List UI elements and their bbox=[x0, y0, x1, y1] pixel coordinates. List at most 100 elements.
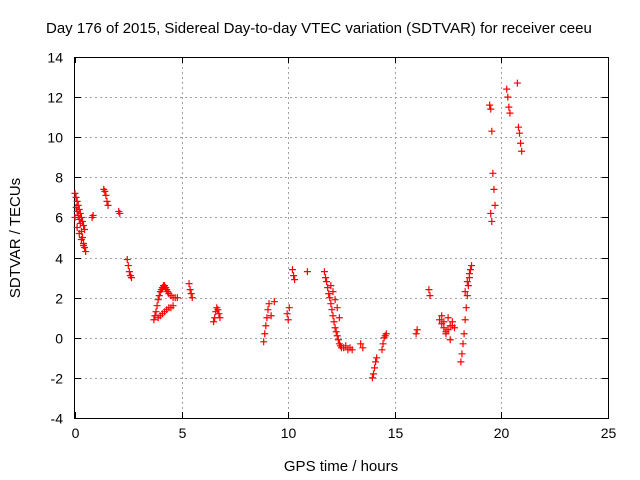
data-point bbox=[516, 129, 524, 137]
data-point bbox=[173, 294, 181, 302]
data-point bbox=[379, 340, 387, 348]
y-tick-label: 0 bbox=[55, 331, 63, 347]
data-point bbox=[444, 326, 452, 334]
data-point bbox=[460, 330, 468, 338]
data-point bbox=[270, 298, 278, 306]
x-axis-label: GPS time / hours bbox=[284, 458, 398, 475]
data-point bbox=[372, 358, 380, 366]
y-tick-label: -2 bbox=[51, 371, 64, 387]
data-point bbox=[210, 318, 218, 326]
data-point bbox=[101, 187, 109, 195]
data-point bbox=[127, 274, 135, 282]
data-point bbox=[412, 330, 420, 338]
data-point bbox=[154, 296, 162, 304]
data-point bbox=[116, 209, 124, 217]
data-point bbox=[373, 354, 381, 362]
data-point bbox=[513, 79, 521, 87]
data-point bbox=[103, 197, 111, 205]
data-point bbox=[77, 236, 85, 244]
data-point bbox=[486, 101, 494, 109]
data-point bbox=[288, 266, 296, 274]
data-point bbox=[334, 336, 342, 344]
y-tick-label: 12 bbox=[47, 90, 63, 106]
data-point bbox=[503, 85, 511, 93]
data-point bbox=[104, 201, 112, 209]
data-point bbox=[284, 316, 292, 324]
data-point bbox=[150, 316, 158, 324]
data-point bbox=[464, 282, 472, 290]
data-point bbox=[123, 256, 131, 264]
grid bbox=[75, 57, 608, 418]
data-point bbox=[487, 105, 495, 113]
x-tick-label: 25 bbox=[601, 425, 617, 441]
y-tick-labels: -4 -2 0 2 4 6 8 10 12 14 bbox=[47, 50, 63, 427]
data-point bbox=[320, 268, 328, 276]
data-point bbox=[152, 308, 160, 316]
data-point bbox=[303, 268, 311, 276]
data-point bbox=[458, 350, 466, 358]
data-point bbox=[463, 292, 471, 300]
data-point bbox=[466, 266, 474, 274]
data-point bbox=[124, 262, 132, 270]
data-point bbox=[357, 340, 365, 348]
y-tick-label: 8 bbox=[55, 170, 63, 186]
x-tick-label: 20 bbox=[494, 425, 510, 441]
data-point bbox=[73, 207, 81, 215]
data-point bbox=[425, 286, 433, 294]
data-point bbox=[462, 304, 470, 312]
data-point bbox=[73, 197, 81, 205]
data-point bbox=[125, 268, 133, 276]
x-tick-label: 0 bbox=[72, 425, 80, 441]
chart-title: Day 176 of 2015, Sidereal Day-to-day VTE… bbox=[46, 20, 592, 37]
data-point bbox=[368, 374, 376, 382]
data-point bbox=[333, 304, 341, 312]
data-point bbox=[169, 302, 177, 310]
data-point bbox=[325, 290, 333, 298]
data-point bbox=[185, 280, 193, 288]
data-point bbox=[102, 191, 110, 199]
x-tick-label: 5 bbox=[179, 425, 187, 441]
data-point bbox=[267, 312, 275, 320]
data-point bbox=[73, 223, 81, 231]
data-point bbox=[260, 338, 268, 346]
data-point bbox=[505, 103, 513, 111]
y-axis-label: SDTVAR / TECUs bbox=[7, 178, 24, 298]
data-point bbox=[506, 109, 514, 117]
data-point bbox=[75, 229, 83, 237]
data-point bbox=[261, 330, 269, 338]
data-point bbox=[331, 324, 339, 332]
y-tick-label: -4 bbox=[51, 411, 64, 427]
data-point bbox=[263, 314, 271, 322]
data-point bbox=[438, 312, 446, 320]
data-point bbox=[326, 294, 334, 302]
data-point bbox=[265, 300, 273, 308]
data-point bbox=[76, 219, 84, 227]
data-point bbox=[71, 213, 79, 221]
data-point bbox=[489, 169, 497, 177]
data-point bbox=[457, 358, 465, 366]
y-tick-label: 2 bbox=[55, 291, 63, 307]
data-point bbox=[468, 262, 476, 270]
data-point bbox=[461, 288, 469, 296]
data-point bbox=[155, 292, 163, 300]
x-tick-label: 10 bbox=[281, 425, 297, 441]
data-point bbox=[436, 316, 444, 324]
data-point bbox=[322, 274, 330, 282]
data-point bbox=[465, 270, 473, 278]
y-tick-label: 4 bbox=[55, 251, 63, 267]
data-point bbox=[82, 248, 90, 256]
data-point bbox=[291, 276, 299, 284]
data-point bbox=[504, 93, 512, 101]
plot-frame bbox=[74, 57, 609, 419]
data-point bbox=[214, 306, 222, 314]
data-point bbox=[413, 326, 421, 334]
data-point bbox=[72, 193, 80, 201]
data-point bbox=[71, 189, 79, 197]
data-point bbox=[89, 211, 97, 219]
data-point bbox=[80, 242, 88, 250]
data-point bbox=[285, 304, 293, 312]
data-point bbox=[335, 314, 343, 322]
data-point bbox=[333, 332, 341, 340]
data-point bbox=[72, 203, 80, 211]
data-point bbox=[369, 370, 377, 378]
